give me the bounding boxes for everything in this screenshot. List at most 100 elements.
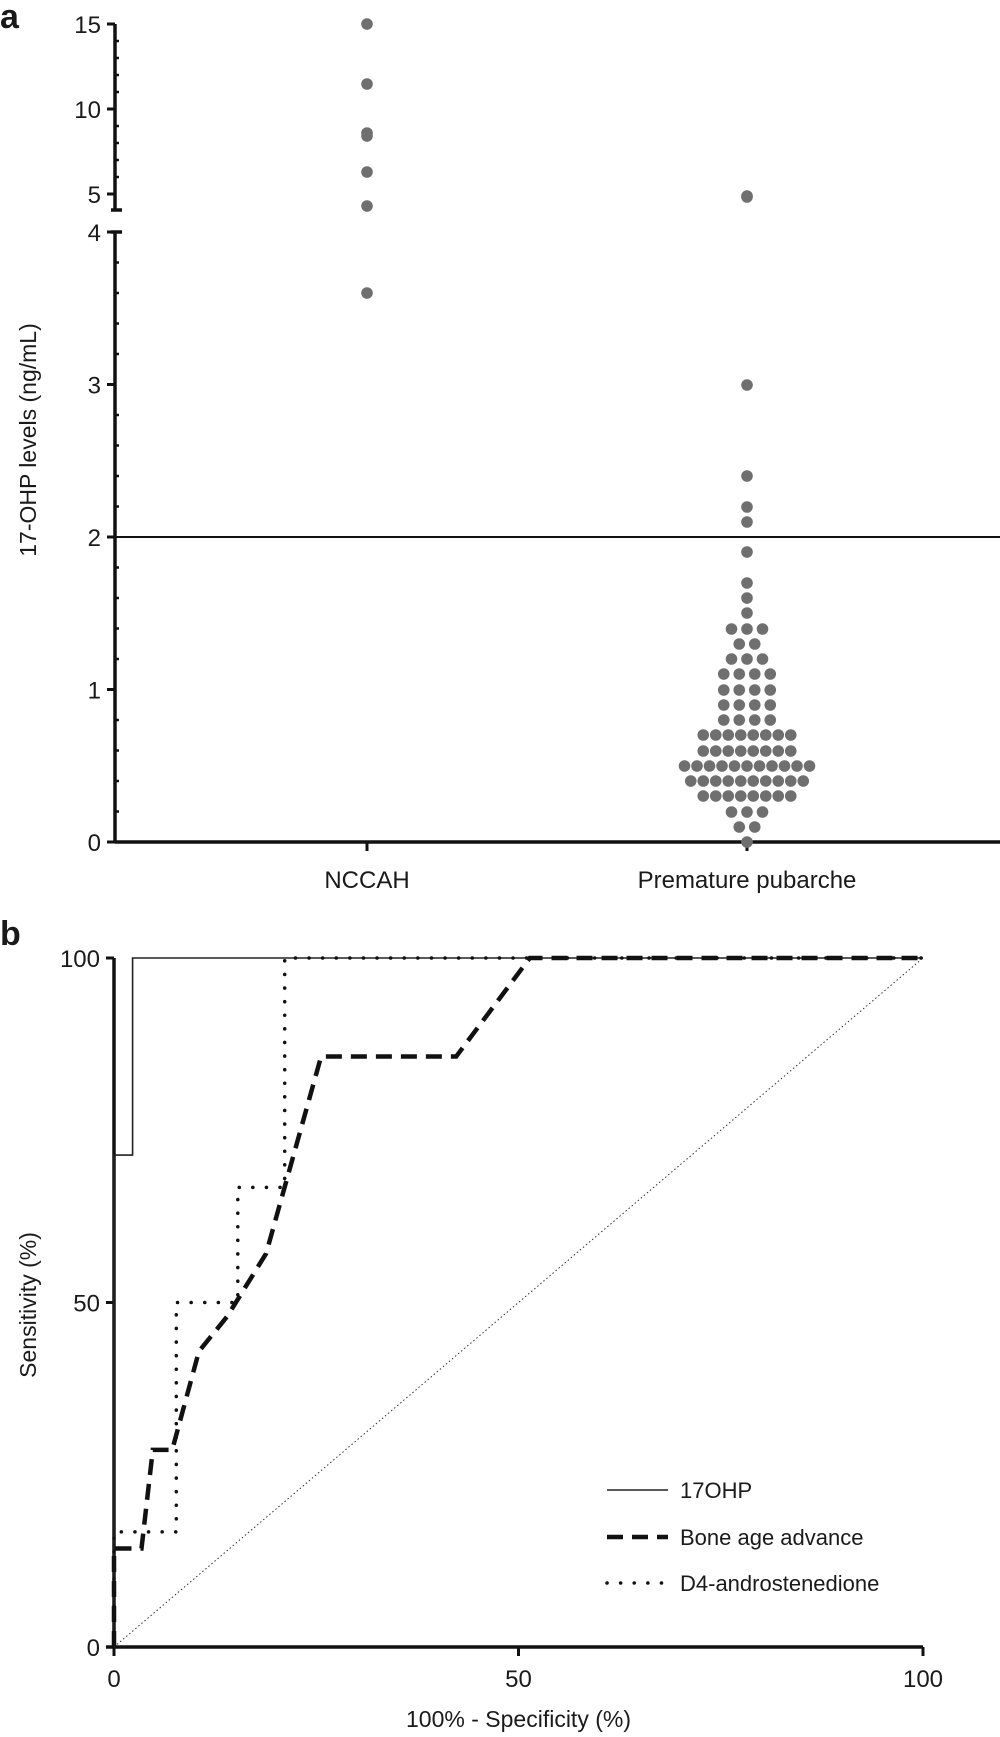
data-point-premature-pubarche xyxy=(772,729,785,741)
data-point-premature-pubarche xyxy=(722,790,735,802)
data-point-premature-pubarche xyxy=(733,668,746,680)
data-point-premature-pubarche xyxy=(741,836,753,848)
data-point-nccah xyxy=(361,130,373,142)
data-point-premature-pubarche xyxy=(717,699,730,711)
data-point-premature-pubarche xyxy=(722,775,735,787)
data-point-nccah xyxy=(361,166,373,178)
data-point-premature-pubarche xyxy=(741,191,753,203)
data-point-premature-pubarche xyxy=(764,668,777,680)
data-point-premature-pubarche xyxy=(784,790,797,802)
legend-label-17ohp: 17OHP xyxy=(680,1478,752,1503)
x-axis-label: 100% - Specificity (%) xyxy=(406,1706,631,1732)
data-point-premature-pubarche xyxy=(756,653,769,665)
data-point-premature-pubarche xyxy=(734,775,747,787)
data-point-premature-pubarche xyxy=(678,760,691,772)
data-point-premature-pubarche xyxy=(784,745,797,757)
data-point-premature-pubarche xyxy=(772,790,785,802)
data-point-premature-pubarche xyxy=(709,775,722,787)
data-point-premature-pubarche xyxy=(725,806,738,818)
data-point-premature-pubarche xyxy=(741,592,753,604)
data-point-premature-pubarche xyxy=(741,470,753,482)
y-tick-label: 50 xyxy=(73,1291,100,1318)
data-point-premature-pubarche xyxy=(778,760,791,772)
x-tick-label: 100 xyxy=(903,1666,943,1693)
data-point-premature-pubarche xyxy=(741,516,753,528)
data-point-premature-pubarche xyxy=(709,790,722,802)
data-point-premature-pubarche xyxy=(722,745,735,757)
data-point-premature-pubarche xyxy=(691,760,703,772)
data-point-premature-pubarche xyxy=(725,623,738,635)
data-point-premature-pubarche xyxy=(717,684,730,696)
data-point-premature-pubarche xyxy=(759,775,772,787)
legend-label-bone-age-advance: Bone age advance xyxy=(680,1525,864,1550)
data-point-premature-pubarche xyxy=(734,729,747,741)
y-tick-label: 5 xyxy=(88,182,101,209)
data-point-premature-pubarche xyxy=(716,760,728,772)
data-point-premature-pubarche xyxy=(722,729,735,741)
data-point-premature-pubarche xyxy=(709,745,722,757)
legend-label-d4-androstenedione: D4-androstenedione xyxy=(680,1571,879,1596)
data-point-premature-pubarche xyxy=(764,714,777,726)
roc-curve-bone-age-advance xyxy=(111,955,923,1647)
data-point-nccah xyxy=(361,200,373,212)
data-point-premature-pubarche xyxy=(748,714,761,726)
y-tick-label: 2 xyxy=(88,525,101,552)
data-point-premature-pubarche xyxy=(741,607,753,619)
data-point-premature-pubarche xyxy=(733,684,746,696)
data-point-premature-pubarche xyxy=(741,653,753,665)
y-tick-label: 4 xyxy=(88,220,101,247)
data-point-premature-pubarche xyxy=(748,684,761,696)
data-point-premature-pubarche xyxy=(734,745,747,757)
y-tick-label: 3 xyxy=(88,373,101,400)
data-point-premature-pubarche xyxy=(741,623,753,635)
data-point-premature-pubarche xyxy=(756,806,769,818)
y-axis-label: Sensitivity (%) xyxy=(15,1232,41,1378)
data-point-premature-pubarche xyxy=(684,775,697,787)
data-point-premature-pubarche xyxy=(759,729,772,741)
data-point-premature-pubarche xyxy=(697,729,710,741)
data-point-premature-pubarche xyxy=(733,638,746,650)
data-point-premature-pubarche xyxy=(734,790,747,802)
data-point-premature-pubarche xyxy=(717,668,730,680)
data-point-premature-pubarche xyxy=(725,653,738,665)
data-point-premature-pubarche xyxy=(748,668,761,680)
data-point-premature-pubarche xyxy=(759,790,772,802)
data-point-nccah xyxy=(361,78,373,90)
data-point-nccah xyxy=(361,287,373,299)
data-point-premature-pubarche xyxy=(797,775,810,787)
data-point-premature-pubarche xyxy=(747,745,760,757)
data-point-premature-pubarche xyxy=(703,760,716,772)
data-point-premature-pubarche xyxy=(741,379,753,391)
data-point-premature-pubarche xyxy=(748,821,761,833)
data-point-premature-pubarche xyxy=(733,821,746,833)
data-point-premature-pubarche xyxy=(741,760,753,772)
data-point-premature-pubarche xyxy=(741,806,753,818)
data-point-premature-pubarche xyxy=(728,760,741,772)
data-point-premature-pubarche xyxy=(741,546,753,558)
roc-curve-d4-androstenedione xyxy=(112,956,925,1649)
data-point-premature-pubarche xyxy=(747,775,760,787)
roc-curve-17ohp xyxy=(113,957,923,1647)
y-tick-label: 1 xyxy=(88,678,101,705)
data-point-premature-pubarche xyxy=(748,638,761,650)
x-tick-label: NCCAH xyxy=(324,867,409,894)
data-point-premature-pubarche xyxy=(764,699,777,711)
data-point-premature-pubarche xyxy=(766,760,778,772)
data-point-premature-pubarche xyxy=(741,577,753,589)
data-point-premature-pubarche xyxy=(759,745,772,757)
data-point-premature-pubarche xyxy=(709,729,722,741)
y-tick-label: 10 xyxy=(74,97,101,124)
data-point-premature-pubarche xyxy=(791,760,803,772)
data-point-premature-pubarche xyxy=(748,699,761,711)
data-point-premature-pubarche xyxy=(717,714,730,726)
data-point-premature-pubarche xyxy=(741,501,753,513)
panel-label-a: a xyxy=(0,0,20,36)
data-point-premature-pubarche xyxy=(733,714,746,726)
y-tick-label: 15 xyxy=(74,12,101,39)
data-point-premature-pubarche xyxy=(747,729,760,741)
data-point-premature-pubarche xyxy=(772,745,785,757)
data-point-premature-pubarche xyxy=(764,684,777,696)
x-tick-label: 0 xyxy=(107,1666,120,1693)
roc-curve-reference xyxy=(113,957,924,1648)
